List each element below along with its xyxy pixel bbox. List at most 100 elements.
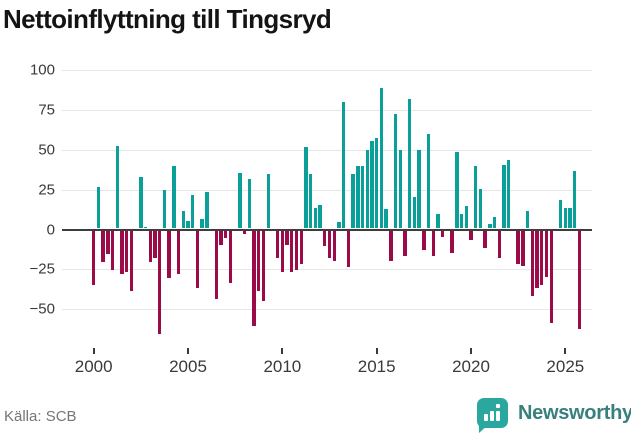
bar-2017Q2: [417, 150, 421, 229]
x-tick-mark: [281, 348, 284, 354]
bar-2025Q1: [563, 207, 568, 229]
bar-2002Q3: [139, 177, 143, 229]
bar-2004Q2: [172, 166, 176, 229]
bar-2023Q3: [535, 230, 539, 288]
x-tick-mark: [470, 348, 473, 354]
x-tick-label: 2020: [452, 357, 490, 376]
bar-2003Q2: [153, 230, 157, 258]
bar-2016Q3: [403, 230, 407, 257]
bar-2017Q3: [422, 230, 426, 250]
y-tick-label: −50: [29, 300, 55, 318]
bar-2003Q1: [148, 230, 152, 263]
bar-2011Q1: [299, 230, 303, 265]
bar-2005Q4: [200, 218, 204, 229]
bar-2023Q2: [530, 230, 535, 296]
bar-2000Q4: [106, 230, 110, 255]
bar-2021Q1: [488, 223, 492, 229]
bar-2011Q3: [308, 174, 313, 229]
x-tick-mark: [375, 348, 378, 354]
bar-2025Q4: [577, 230, 582, 330]
bar-2008Q1: [242, 230, 247, 234]
gridline: [62, 69, 592, 71]
bar-2000Q3: [101, 230, 105, 263]
bar-2024Q1: [544, 230, 549, 277]
bar-2002Q4: [143, 226, 148, 229]
page-title: Nettoinflyttning till Tingsryd: [3, 4, 332, 34]
bar-2022Q4: [521, 230, 525, 266]
bar-2010Q1: [280, 230, 285, 272]
bar-2012Q4: [332, 230, 336, 261]
bar-2020Q1: [469, 230, 473, 241]
x-tick-label: 2025: [546, 357, 585, 376]
bar-2002Q1: [129, 230, 134, 292]
mini-barchart-icon: [484, 414, 488, 421]
newsworthy-logo[interactable]: Newsworthy: [477, 397, 631, 435]
bar-2025Q2: [568, 207, 572, 229]
bar-2016Q2: [398, 150, 402, 229]
bar-2001Q3: [120, 230, 124, 274]
bar-2016Q1: [393, 113, 398, 229]
bar-2000Q2: [96, 187, 101, 229]
bar-2009Q2: [266, 174, 270, 229]
x-tick-label: 2015: [357, 357, 396, 376]
bar-2005Q1: [186, 220, 190, 229]
bar-2006Q4: [219, 230, 223, 245]
bar-2022Q3: [516, 230, 520, 265]
x-tick-label: 2005: [169, 357, 207, 376]
x-tick-mark: [92, 348, 95, 354]
bar-2005Q3: [195, 230, 200, 288]
bar-2017Q1: [412, 196, 417, 229]
bar-2012Q2: [323, 230, 327, 247]
bar-2022Q1: [507, 159, 511, 229]
bubble-tail-icon: [479, 425, 488, 433]
bar-2000Q1: [92, 230, 96, 285]
bar-2007Q1: [224, 230, 228, 239]
bar-2003Q4: [162, 190, 167, 229]
x-tick-label: 2000: [74, 357, 113, 376]
bar-2025Q3: [573, 171, 577, 229]
bar-2020Q3: [478, 188, 483, 229]
bar-2021Q3: [497, 230, 501, 258]
bar-2018Q1: [431, 230, 435, 257]
bar-2009Q1: [261, 230, 266, 301]
bar-2015Q3: [384, 209, 388, 229]
bar-2011Q2: [304, 147, 308, 229]
zero-axis-line: [62, 228, 592, 231]
x-tick-mark: [564, 348, 567, 354]
bar-2006Q3: [214, 230, 219, 300]
brand-name: Newsworthy: [518, 402, 631, 424]
bar-2014Q2: [360, 166, 365, 229]
bar-2014Q1: [356, 166, 360, 229]
bar-2019Q4: [464, 206, 468, 229]
bar-2021Q4: [502, 164, 506, 229]
bar-2001Q4: [125, 230, 129, 272]
bar-2013Q2: [341, 102, 346, 229]
gridline: [62, 189, 592, 191]
bar-2003Q3: [158, 230, 162, 335]
bar-2018Q2: [436, 214, 440, 229]
bar-2024Q4: [558, 199, 563, 229]
bar-2008Q2: [247, 179, 252, 229]
bar-2014Q3: [365, 150, 369, 229]
bar-2023Q4: [540, 230, 544, 285]
bar-2012Q1: [318, 204, 322, 229]
gridline: [62, 269, 592, 271]
x-tick-mark: [187, 348, 190, 354]
bar-2001Q2: [115, 145, 119, 229]
bar-2006Q1: [205, 191, 209, 229]
bar-2019Q1: [450, 230, 454, 253]
bar-2010Q2: [285, 230, 289, 245]
source-label: Källa: SCB: [4, 408, 77, 425]
bar-2005Q2: [191, 194, 195, 229]
bar-2019Q2: [455, 151, 459, 229]
y-tick-label: −25: [29, 260, 55, 278]
y-tick-label: 100: [29, 61, 55, 79]
bar-2008Q3: [252, 230, 256, 327]
bar-2004Q3: [176, 230, 181, 274]
gridline: [62, 309, 592, 311]
newsworthy-bubble-icon: [477, 398, 508, 428]
bar-2013Q1: [337, 222, 341, 229]
gridline: [62, 149, 592, 151]
